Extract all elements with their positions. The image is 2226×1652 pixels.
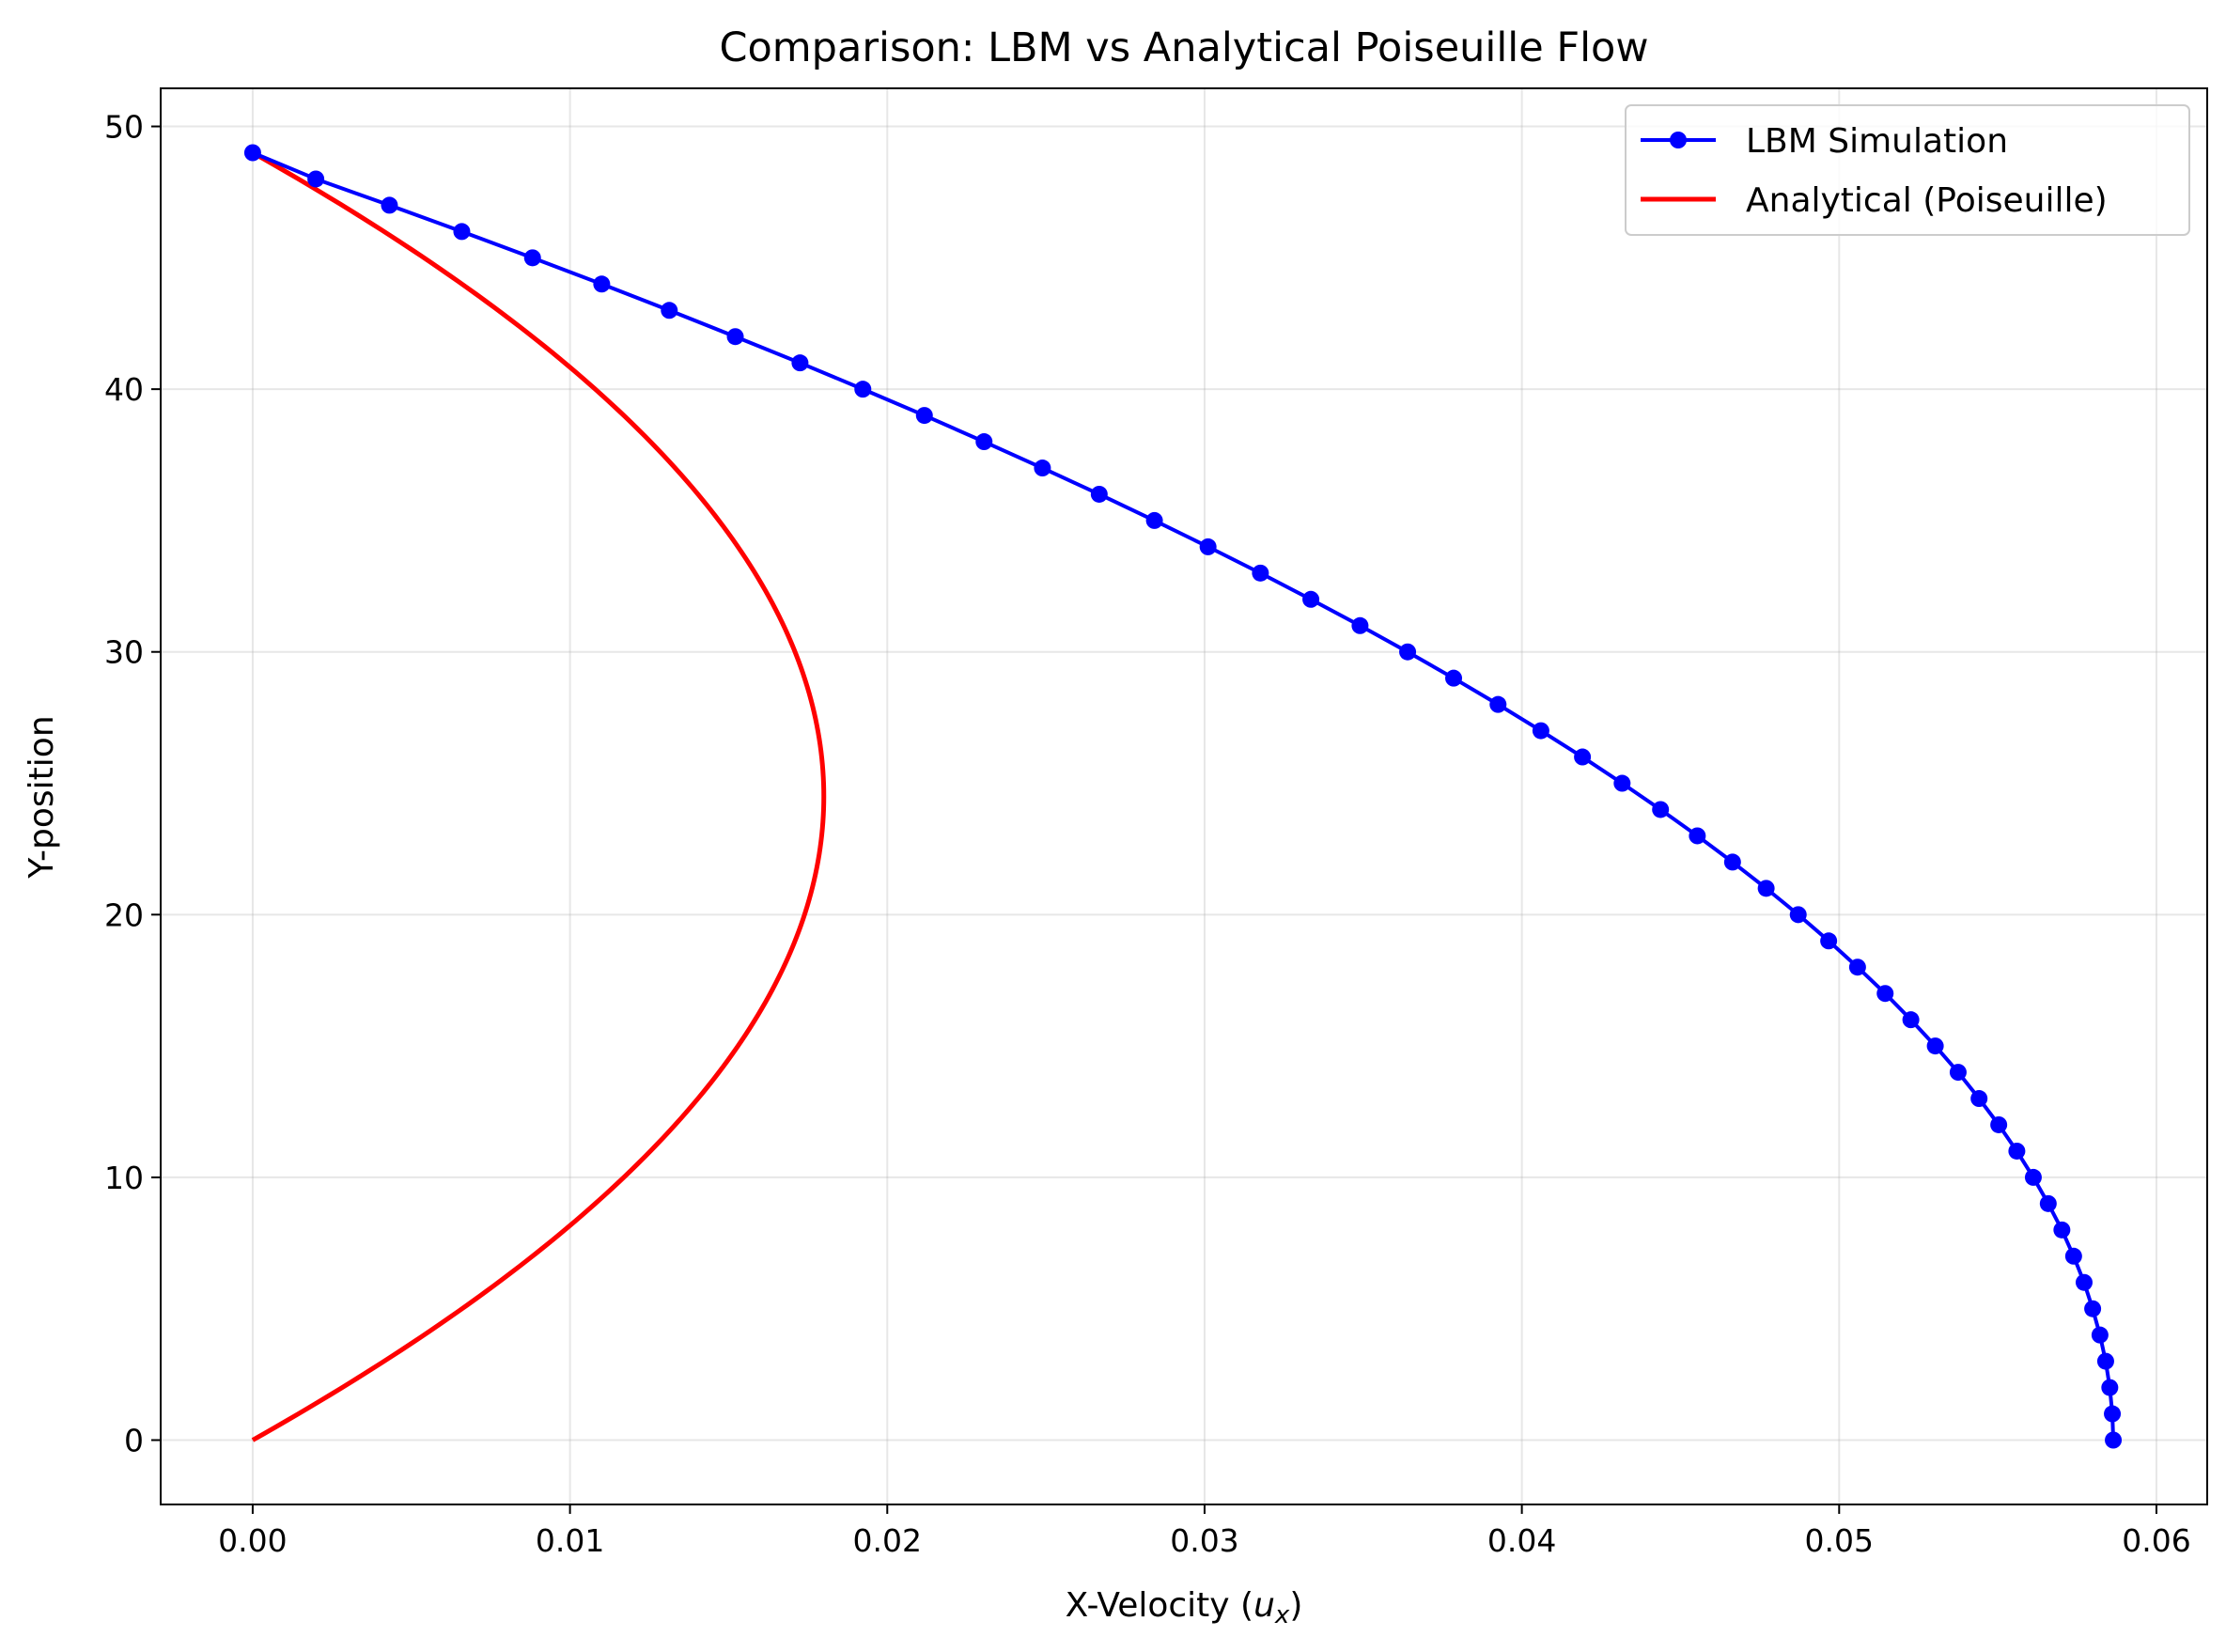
lbm-point [2096, 1352, 2114, 1370]
lbm-point [1652, 801, 1670, 818]
lbm-point [2039, 1194, 2057, 1212]
lbm-point [307, 170, 325, 188]
lbm-point [1970, 1090, 1988, 1108]
y-tick-label: 40 [104, 371, 144, 408]
lbm-point [1789, 906, 1807, 924]
x-axis-ticks: 0.00 0.01 0.02 0.03 0.04 0.05 0.06 [218, 1504, 2191, 1559]
lbm-point [2024, 1168, 2042, 1186]
y-tick-label: 50 [104, 109, 144, 146]
x-axis-label-var: u [1253, 1586, 1275, 1625]
lbm-point [2084, 1300, 2102, 1317]
lbm-point [2104, 1405, 2122, 1423]
legend-box [1625, 104, 2190, 236]
lbm-point [593, 275, 611, 293]
lbm-point [1532, 722, 1549, 740]
lbm-point [661, 302, 678, 319]
x-tick-label: 0.03 [1170, 1522, 1238, 1559]
chart-title: Comparison: LBM vs Analytical Poiseuille… [719, 24, 1648, 71]
lbm-point [2091, 1326, 2109, 1344]
legend: LBM Simulation Analytical (Poiseuille) [1625, 104, 2190, 236]
y-tick-label: 0 [124, 1423, 144, 1459]
lbm-point [2053, 1221, 2071, 1239]
legend-analytical-label: Analytical (Poiseuille) [1746, 181, 2108, 220]
lbm-point [1302, 590, 1320, 608]
lbm-point [243, 144, 261, 162]
lbm-point [1723, 853, 1741, 871]
lbm-point [381, 196, 398, 214]
lbm-point [1351, 616, 1369, 634]
lbm-point [1252, 564, 1269, 582]
x-tick-label: 0.06 [2122, 1522, 2190, 1559]
lbm-point [915, 407, 933, 425]
lbm-point [854, 381, 872, 398]
plot-series [243, 144, 2123, 1449]
lbm-point [1199, 538, 1217, 555]
lbm-point [1399, 643, 1417, 661]
lbm-point [1489, 695, 1507, 713]
x-tick-label: 0.05 [1805, 1522, 1874, 1559]
x-axis-label-prefix: X-Velocity ( [1066, 1586, 1253, 1625]
lbm-point [1820, 932, 1838, 950]
legend-lbm-marker [1670, 132, 1687, 148]
y-tick-label: 30 [104, 634, 144, 671]
lbm-point [1949, 1064, 1967, 1082]
lbm-point [523, 249, 541, 267]
lbm-point [1145, 511, 1163, 529]
lbm-point [2008, 1142, 2026, 1160]
lbm-point [453, 223, 471, 241]
lbm-point [1902, 1011, 1920, 1029]
lbm-point [2075, 1273, 2093, 1291]
lbm-point [975, 433, 993, 451]
legend-lbm-label: LBM Simulation [1746, 122, 2008, 161]
lbm-point [1034, 460, 1051, 477]
x-axis-label-sub: x [1274, 1601, 1290, 1629]
x-axis-label: X-Velocity (ux) [1066, 1586, 1303, 1629]
x-tick-label: 0.01 [536, 1522, 604, 1559]
lbm-point [1876, 985, 1894, 1003]
x-tick-label: 0.02 [853, 1522, 922, 1559]
y-axis-label: Y-position [23, 715, 61, 879]
lbm-point [1848, 958, 1866, 976]
x-gridlines [251, 88, 2157, 1504]
lbm-point [1689, 827, 1706, 845]
x-tick-label: 0.04 [1487, 1522, 1556, 1559]
analytical-series-line [251, 150, 827, 1442]
lbm-point [2064, 1247, 2082, 1265]
y-axis-ticks: 0 10 20 30 40 50 [104, 109, 161, 1459]
y-tick-label: 10 [104, 1160, 144, 1196]
x-axis-label-suffix: ) [1289, 1586, 1302, 1625]
lbm-point [1574, 748, 1592, 766]
x-tick-label: 0.00 [218, 1522, 287, 1559]
lbm-point [791, 354, 809, 372]
lbm-point [1926, 1037, 1944, 1055]
lbm-point [2105, 1431, 2123, 1449]
lbm-point [1445, 669, 1463, 687]
lbm-point [726, 328, 744, 346]
lbm-point [1757, 880, 1775, 897]
lbm-point [2101, 1379, 2119, 1396]
lbm-point [1613, 774, 1631, 792]
plot-frame [160, 87, 2208, 1505]
y-tick-label: 20 [104, 896, 144, 933]
lbm-point [1990, 1115, 2008, 1133]
lbm-point [1090, 485, 1108, 503]
